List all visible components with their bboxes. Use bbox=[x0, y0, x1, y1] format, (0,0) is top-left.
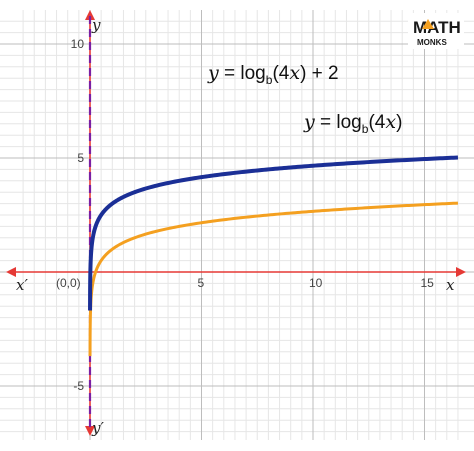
series-label-base: y = logb(4x) bbox=[303, 111, 402, 136]
y-axis-top-arrow-icon bbox=[85, 10, 95, 20]
origin-label: (0,0) bbox=[56, 276, 81, 290]
math-monks-logo: MATH MONKS bbox=[408, 13, 464, 49]
x-axis-left-arrow-icon bbox=[6, 267, 16, 277]
y-tick-label: -5 bbox=[73, 379, 84, 393]
grid-minor bbox=[0, 10, 474, 440]
curves bbox=[88, 155, 459, 357]
logo-line2: MONKS bbox=[417, 38, 447, 47]
series-line-base bbox=[88, 201, 459, 357]
x-tick-label: 15 bbox=[421, 276, 435, 290]
y-axis-bottom-arrow-icon bbox=[85, 426, 95, 436]
logo-triangle-icon bbox=[422, 19, 434, 29]
logo-line1: MATH bbox=[413, 18, 461, 37]
y-tick-label: 10 bbox=[71, 37, 85, 51]
y-axis-name: y bbox=[91, 16, 101, 34]
x-tick-label: 10 bbox=[309, 276, 323, 290]
x-axis bbox=[6, 267, 466, 277]
x-axis-name: x bbox=[446, 276, 455, 294]
x-tick-label: 5 bbox=[198, 276, 205, 290]
series-line-shifted bbox=[88, 155, 459, 311]
tick-labels: 5 10 15 -5 5 10 bbox=[71, 37, 435, 393]
series-label-shifted: y = logb(4x) + 2 bbox=[207, 62, 339, 87]
x-axis-name-negative: x′ bbox=[16, 276, 28, 294]
y-axis-name-negative: y′ bbox=[91, 419, 104, 437]
y-tick-label: 5 bbox=[77, 151, 84, 165]
x-axis-right-arrow-icon bbox=[456, 267, 466, 277]
